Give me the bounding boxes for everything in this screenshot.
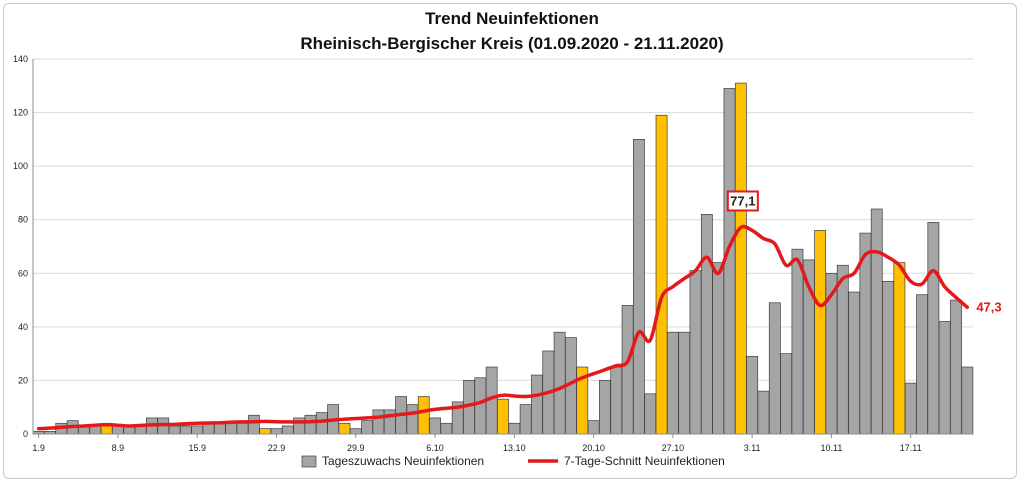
bar [814,230,827,435]
bar [644,393,657,435]
bar [734,82,747,435]
annotations: 77,1 47,3 [726,190,1002,314]
bar [621,305,634,435]
legend: Tageszuwachs Neuinfektionen 7-Tage-Schnit… [301,454,725,468]
bar [587,420,600,435]
y-tick-label: 120 [13,108,28,118]
bar [361,420,373,435]
y-tick-label: 20 [18,375,28,385]
bar [406,404,419,435]
x-tick-label: 10.11 [821,443,843,453]
bar [168,425,181,435]
bar [191,425,204,435]
peak-label-box [726,190,759,212]
bar [236,422,249,435]
y-tick-label: 100 [13,161,28,171]
y-tick-label: 0 [23,429,28,439]
bar [916,294,928,435]
chart-title: Trend Neuinfektionen [425,9,599,28]
bar [383,409,396,435]
bar [712,262,725,435]
bar [338,422,351,435]
x-tick-label: 27.10 [662,443,685,453]
x-tick-label: 20.10 [582,443,605,453]
bar [281,425,294,435]
bar [349,428,362,435]
x-tick-label: 29.9 [347,443,365,453]
x-tick-label: 1.9 [32,443,45,453]
bar [757,390,770,435]
legend-bar-swatch [301,455,317,468]
x-tick-label: 8.9 [112,443,125,453]
bar [225,422,238,435]
bar [893,262,906,435]
bar [689,270,702,435]
x-tick-label: 3.11 [744,443,761,453]
bar [746,355,759,435]
bar [904,382,917,435]
y-tick-label: 60 [18,268,28,278]
x-tick-label: 22.9 [268,443,286,453]
end-value-label: 47,3 [976,299,1001,314]
bar [700,214,713,435]
bar [633,139,645,435]
bar [599,380,611,435]
bar [270,428,283,435]
series-line [36,224,970,431]
bar [938,321,951,435]
x-tick-label: 17.11 [900,443,922,453]
x-tick-label: 13.10 [503,443,526,453]
axes: 0 20 40 60 80 100 120 140 1.9 8.9 15.9 22.9 29.9 6.10… [13,54,973,453]
bar [417,396,430,435]
bars [32,82,974,435]
bar [531,374,543,435]
y-tick-label: 40 [18,322,28,332]
bar [655,114,668,435]
bar [100,425,113,435]
y-tick-label: 80 [18,215,28,225]
legend-line-label: 7-Tage-Schnitt Neuinfektionen [564,454,725,468]
y-tick-label: 140 [13,54,28,64]
bar [870,208,883,435]
bar [508,422,521,435]
bar [882,280,894,435]
bar [836,264,849,435]
legend-bar-label: Tageszuwachs Neuinfektionen [322,454,484,468]
bar [950,299,962,435]
peak-label: 77,1 [730,193,755,208]
bar [247,414,260,435]
bar [780,353,793,435]
bar [848,291,860,435]
bar [791,248,804,435]
bar [440,422,453,435]
bar [474,377,487,435]
bar [372,409,385,435]
bar [519,404,532,435]
x-tick-label: 15.9 [188,443,206,453]
bar [213,422,226,435]
bar [768,302,781,435]
bar [666,331,679,435]
bar [202,422,215,435]
moving-average-line [36,224,970,431]
bar [927,222,940,435]
bar [315,412,328,435]
bar [610,366,623,435]
bar [678,331,691,435]
x-tick-label: 6.10 [426,443,444,453]
bar [304,414,317,435]
bar [961,366,974,435]
bar [179,425,192,435]
bar [553,331,566,435]
bar [259,428,272,435]
chart-subtitle: Rheinisch-Bergischer Kreis (01.09.2020 -… [300,34,724,53]
bar [429,417,441,435]
bar [497,398,509,435]
